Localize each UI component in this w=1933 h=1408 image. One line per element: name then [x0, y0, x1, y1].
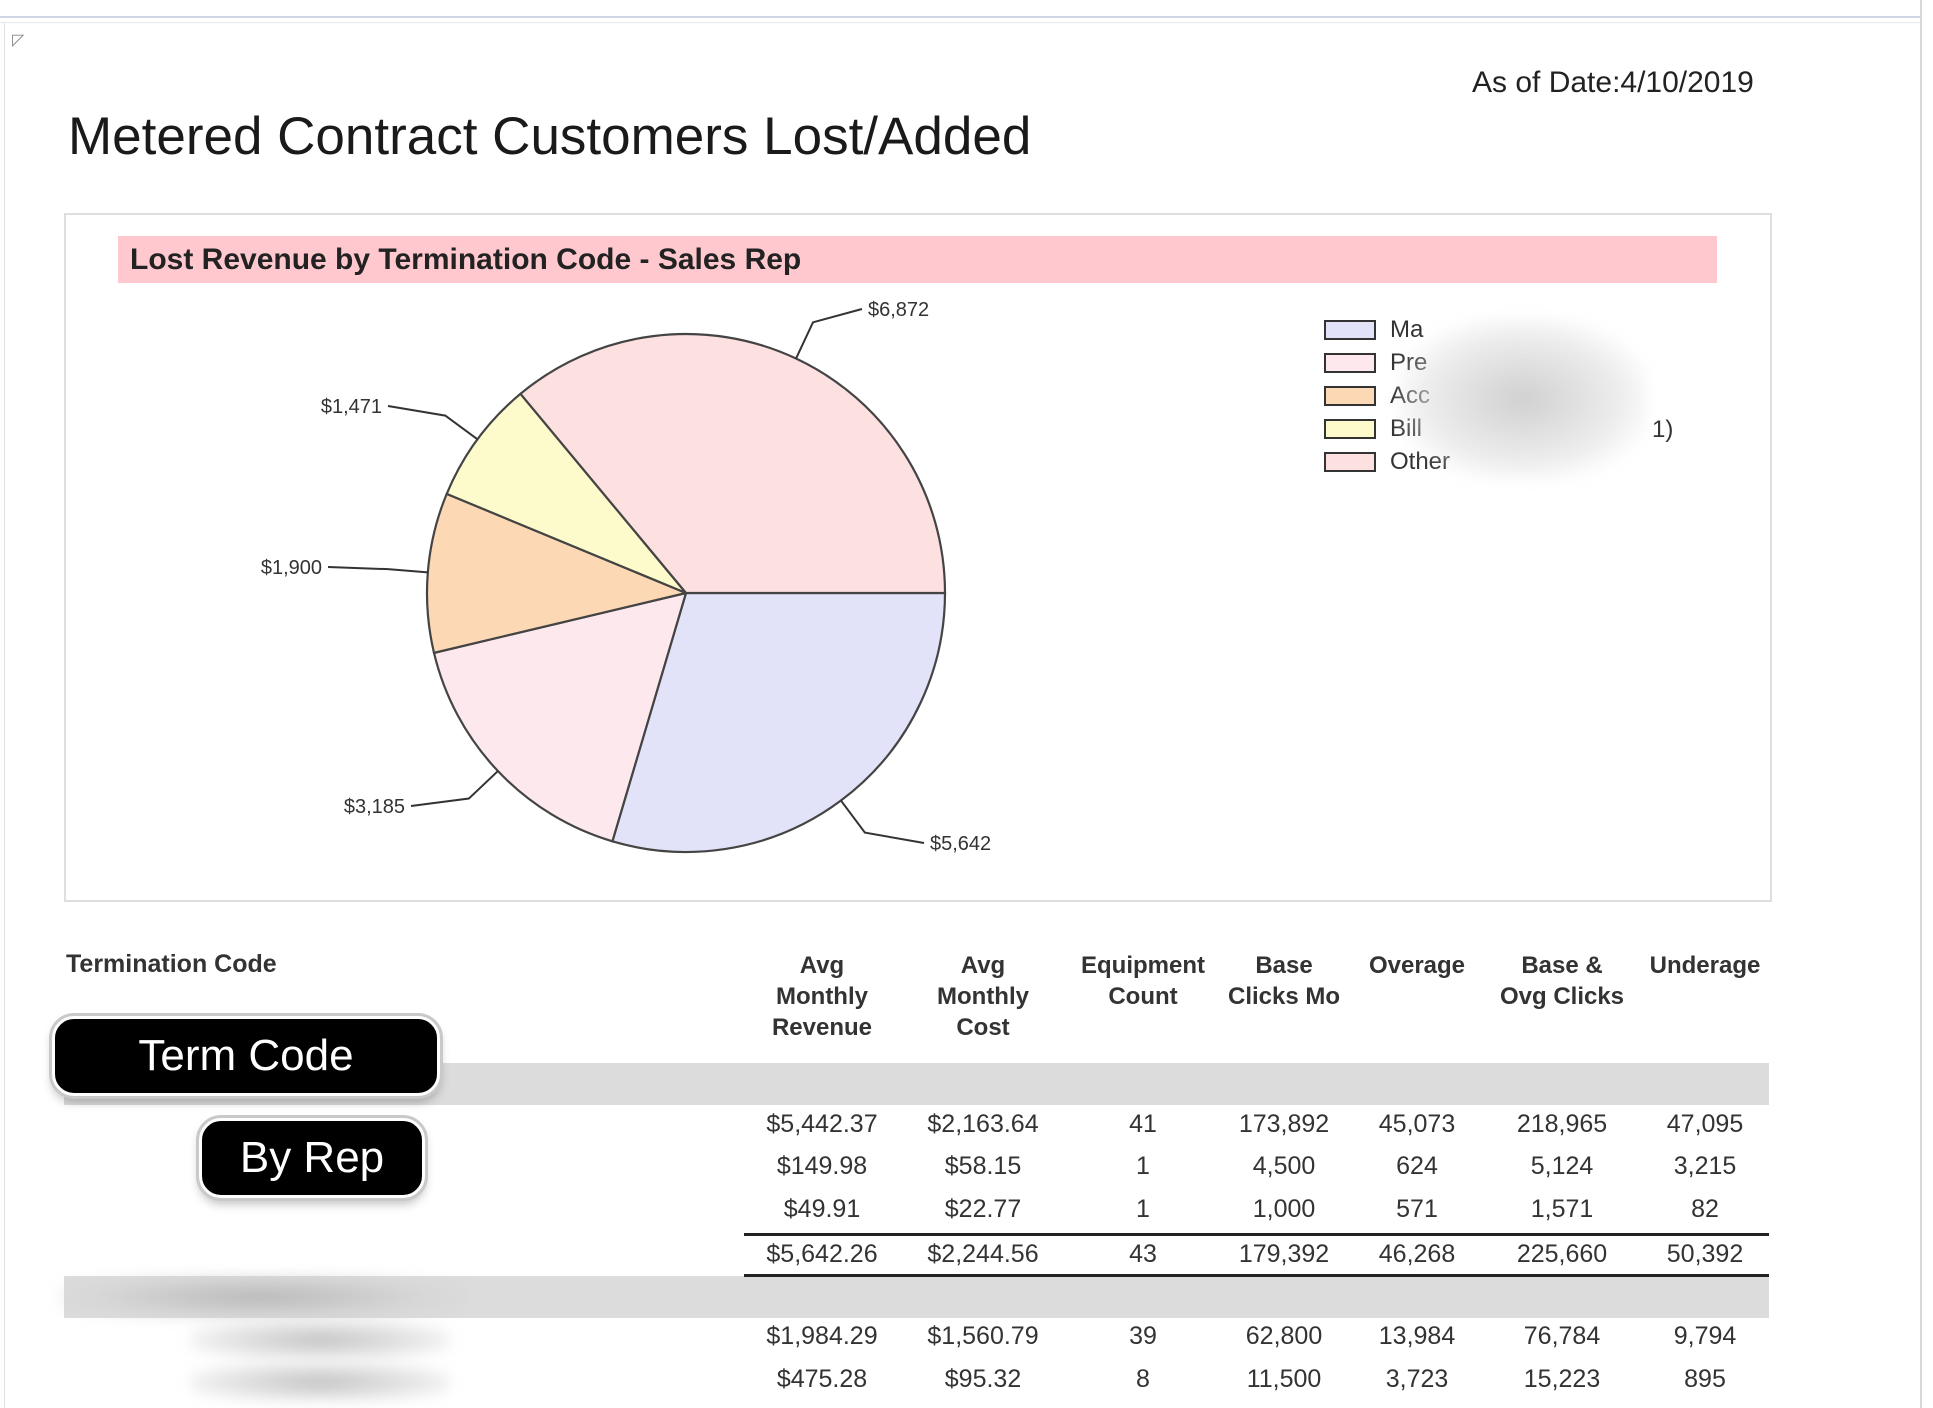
- total-row-cell: $5,642.26: [766, 1240, 878, 1268]
- total-row-cell: 179,392: [1238, 1240, 1330, 1268]
- total-row-cell: $2,244.56: [927, 1240, 1039, 1268]
- leader-line-1: [840, 799, 925, 844]
- table-row-cell: 45,073: [1378, 1110, 1456, 1138]
- table-row-cell: $149.98: [776, 1152, 868, 1180]
- total-rule-top: [744, 1233, 1769, 1236]
- leader-line-5: [795, 308, 863, 359]
- as-of-date: As of Date:4/10/2019: [1472, 66, 1754, 99]
- window-top-border-inner: [0, 22, 1920, 23]
- total-row-cell: 46,268: [1378, 1240, 1456, 1268]
- header-termination-code: Termination Code: [66, 950, 277, 978]
- redacted-group-name: [60, 1274, 460, 1320]
- table-row-cell: $1,984.29: [766, 1322, 878, 1350]
- table-row-cell: 41: [1129, 1110, 1157, 1138]
- window-top-border: [0, 16, 1920, 18]
- total-row-cell: 50,392: [1666, 1240, 1744, 1268]
- table-row-cell: $1,560.79: [927, 1322, 1039, 1350]
- table-row-cell: 571: [1396, 1195, 1438, 1223]
- table-row-cell: 3,215: [1673, 1152, 1737, 1180]
- table-row-cell: $2,163.64: [927, 1110, 1039, 1138]
- table-row-cell: $22.77: [944, 1195, 1022, 1223]
- total-rule-bottom: [744, 1274, 1769, 1277]
- table-row-cell: 8: [1136, 1365, 1150, 1393]
- window-left-border: [4, 22, 5, 1408]
- column-header-2: Avg Monthly Cost: [937, 952, 1029, 1041]
- total-row-cell: 225,660: [1516, 1240, 1608, 1268]
- leader-line-4: [387, 405, 479, 441]
- page-title: Metered Contract Customers Lost/Added: [68, 107, 1032, 166]
- table-row-cell: 624: [1396, 1152, 1438, 1180]
- table-row-cell: 5,124: [1530, 1152, 1594, 1180]
- chart-title: Lost Revenue by Termination Code - Sales…: [118, 236, 1717, 283]
- legend-swatch: [1324, 386, 1376, 406]
- table-row-cell: 47,095: [1666, 1110, 1744, 1138]
- column-header-5: Overage: [1368, 952, 1466, 979]
- table-row-cell: 76,784: [1523, 1322, 1601, 1350]
- table-row-cell: 1: [1136, 1152, 1150, 1180]
- table-row-cell: 4,500: [1252, 1152, 1316, 1180]
- legend-swatch: [1324, 419, 1376, 439]
- table-row-cell: $5,442.37: [766, 1110, 878, 1138]
- slice-label-4: $1,471: [321, 396, 382, 418]
- total-row-cell: 43: [1129, 1240, 1157, 1268]
- table-row-cell: $475.28: [776, 1365, 868, 1393]
- table-row-cell: 15,223: [1523, 1365, 1601, 1393]
- table-row-cell: 13,984: [1378, 1322, 1456, 1350]
- leader-line-3: [327, 566, 428, 574]
- column-header-4: Base Clicks Mo: [1227, 952, 1341, 1010]
- column-header-6: Base & Ovg Clicks: [1499, 952, 1625, 1010]
- table-row-cell: 62,800: [1245, 1322, 1323, 1350]
- redacted-rep-name-1: [190, 1320, 450, 1360]
- table-row-cell: 82: [1691, 1195, 1719, 1223]
- legend-suffix: 1): [1652, 416, 1674, 443]
- term-code-callout: Term Code: [52, 1016, 440, 1096]
- pie-slice-1: [611, 591, 947, 854]
- table-row-cell: $58.15: [944, 1152, 1022, 1180]
- slice-label-2: $3,185: [344, 796, 405, 818]
- table-row-cell: 11,500: [1246, 1365, 1322, 1393]
- table-row-cell: 1: [1136, 1195, 1150, 1223]
- table-row-cell: 895: [1684, 1365, 1726, 1393]
- pie-slice-3: [425, 492, 690, 655]
- table-row-cell: $49.91: [783, 1195, 861, 1223]
- table-row-cell: 39: [1129, 1322, 1157, 1350]
- table-row-cell: $95.32: [944, 1365, 1022, 1393]
- legend-swatch: [1324, 452, 1376, 472]
- window-right-border: [1920, 0, 1922, 1408]
- table-row-cell: 1,571: [1530, 1195, 1594, 1223]
- slice-label-3: $1,900: [261, 557, 322, 579]
- slice-label-1: $5,642: [930, 833, 991, 855]
- table-row-cell: 1,000: [1252, 1195, 1316, 1223]
- table-row-cell: 3,723: [1385, 1365, 1449, 1393]
- legend-swatch: [1324, 353, 1376, 373]
- column-header-7: Underage: [1649, 952, 1761, 979]
- by-rep-callout: By Rep: [199, 1118, 425, 1198]
- legend-swatch: [1324, 320, 1376, 340]
- leader-line-2: [410, 770, 499, 807]
- column-header-3: Equipment Count: [1081, 952, 1205, 1010]
- slice-label-5: $6,872: [868, 299, 929, 321]
- resize-corner-icon: ◸: [12, 32, 25, 49]
- table-row-cell: 218,965: [1516, 1110, 1608, 1138]
- column-header-1: Avg Monthly Revenue: [771, 952, 873, 1041]
- table-row-cell: 173,892: [1238, 1110, 1330, 1138]
- legend-redaction-blur: [1398, 318, 1648, 480]
- pie-slice-2: [432, 591, 688, 843]
- redacted-rep-name-2: [190, 1362, 450, 1402]
- table-row-cell: 9,794: [1673, 1322, 1737, 1350]
